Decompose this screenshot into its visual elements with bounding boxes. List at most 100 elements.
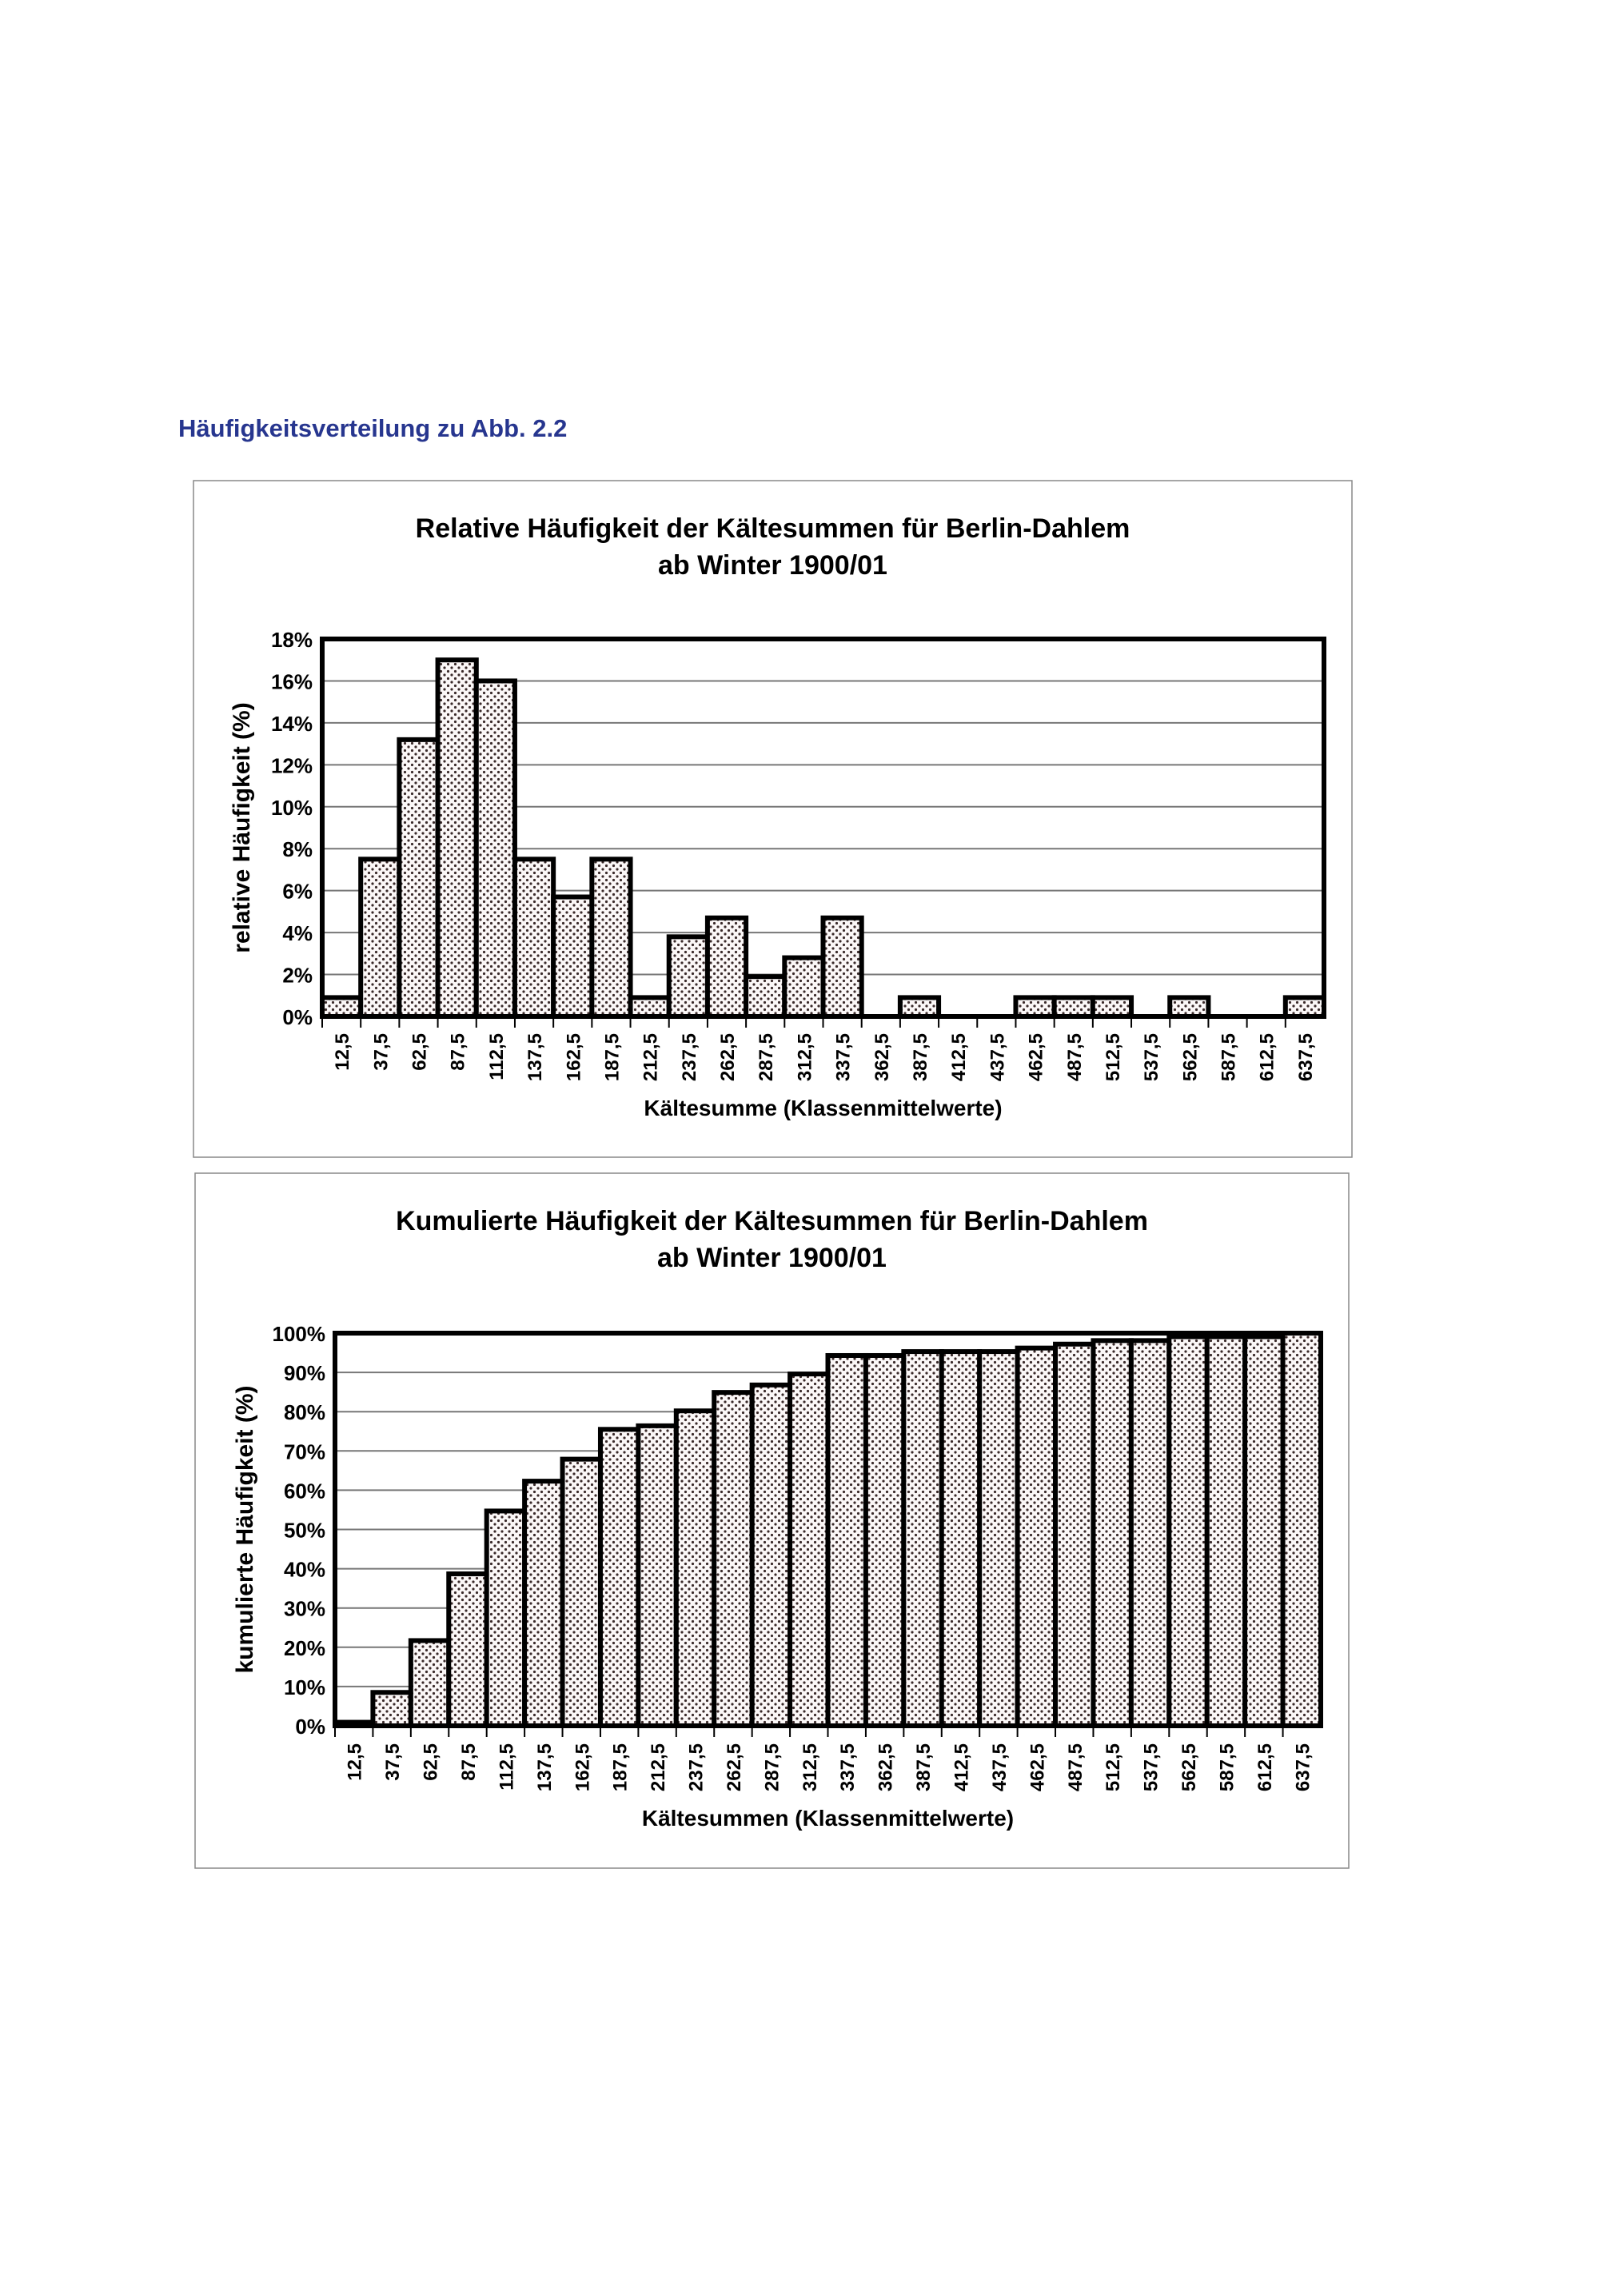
bar xyxy=(1051,995,1095,1020)
y-tick-label: 30% xyxy=(284,1597,325,1621)
x-tick-label: 87,5 xyxy=(458,1743,480,1781)
x-tick-label: 112,5 xyxy=(486,1033,508,1080)
y-tick-label: 50% xyxy=(284,1519,325,1543)
x-tick-label: 12,5 xyxy=(332,1033,353,1071)
x-tick-label: 237,5 xyxy=(679,1033,700,1081)
x-tick-label: 87,5 xyxy=(448,1033,469,1071)
x-axis-title: Kältesummen (Klassenmittelwerte) xyxy=(642,1806,1014,1831)
bar xyxy=(1167,995,1211,1020)
y-tick-label: 4% xyxy=(282,921,313,945)
x-tick-label: 562,5 xyxy=(1178,1743,1200,1791)
bar xyxy=(1090,995,1134,1020)
plot-area-border xyxy=(320,637,1326,1019)
x-tick-label: 37,5 xyxy=(382,1743,404,1781)
y-tick-label: 2% xyxy=(282,964,313,988)
bar xyxy=(1282,995,1327,1020)
x-tick-label: 262,5 xyxy=(724,1743,745,1791)
x-tick-label: 612,5 xyxy=(1257,1033,1278,1081)
bar xyxy=(1128,1338,1172,1728)
chart-1: Relative Häufigkeit der Kältesummen für … xyxy=(193,480,1353,1158)
x-tick-label: 337,5 xyxy=(833,1033,855,1081)
chart-frame xyxy=(193,480,1353,1158)
y-axis-title: kumulierte Häufigkeit (%) xyxy=(232,1385,258,1673)
bar xyxy=(512,857,556,1020)
bar xyxy=(397,737,441,1019)
bar xyxy=(1166,1334,1210,1728)
bar xyxy=(1053,1341,1096,1729)
x-tick-label: 212,5 xyxy=(648,1743,669,1791)
bar xyxy=(560,1456,603,1728)
x-tick-label: 437,5 xyxy=(987,1033,1008,1081)
bar xyxy=(1015,1345,1059,1728)
x-tick-label: 162,5 xyxy=(563,1033,584,1081)
x-tick-label: 462,5 xyxy=(1027,1743,1048,1791)
bar xyxy=(1091,1338,1134,1728)
bar xyxy=(435,657,479,1019)
x-tick-label: 437,5 xyxy=(989,1743,1011,1791)
x-tick-label: 462,5 xyxy=(1026,1033,1047,1081)
x-tick-label: 362,5 xyxy=(875,1743,897,1791)
x-tick-label: 387,5 xyxy=(910,1033,931,1081)
bar xyxy=(1242,1334,1286,1728)
y-tick-label: 80% xyxy=(284,1400,325,1424)
x-tick-label: 412,5 xyxy=(948,1033,970,1081)
bar xyxy=(666,934,710,1020)
bar xyxy=(744,974,788,1019)
bar xyxy=(1204,1334,1248,1728)
chart-title: ab Winter 1900/01 xyxy=(658,550,887,581)
x-tick-label: 487,5 xyxy=(1065,1743,1087,1791)
bar xyxy=(897,995,942,1020)
bar xyxy=(820,915,864,1020)
bar xyxy=(589,857,633,1020)
bar xyxy=(673,1408,717,1729)
x-tick-label: 512,5 xyxy=(1103,1033,1124,1081)
y-tick-label: 90% xyxy=(284,1361,325,1385)
bar xyxy=(320,995,364,1020)
x-tick-label: 487,5 xyxy=(1064,1033,1086,1081)
x-tick-label: 312,5 xyxy=(800,1743,821,1791)
y-tick-label: 20% xyxy=(284,1636,325,1660)
bar xyxy=(370,1690,413,1728)
bar xyxy=(551,894,595,1019)
x-tick-label: 537,5 xyxy=(1141,1743,1162,1791)
bar xyxy=(788,1372,831,1728)
bar xyxy=(358,857,402,1020)
x-tick-label: 612,5 xyxy=(1254,1743,1276,1791)
bar xyxy=(446,1571,489,1729)
x-tick-label: 162,5 xyxy=(572,1743,593,1791)
bar xyxy=(522,1479,565,1729)
x-tick-label: 387,5 xyxy=(913,1743,935,1791)
chart-title: Relative Häufigkeit der Kältesummen für … xyxy=(416,513,1130,544)
page-heading: Häufigkeitsverteilung zu Abb. 2.2 xyxy=(178,414,568,442)
chart-title: ab Winter 1900/01 xyxy=(657,1243,887,1273)
bar xyxy=(704,915,749,1020)
y-tick-label: 10% xyxy=(271,796,313,820)
bar xyxy=(484,1508,528,1728)
x-tick-label: 237,5 xyxy=(686,1743,708,1791)
bar xyxy=(1280,1331,1323,1728)
x-axis-title: Kältesumme (Klassenmittelwerte) xyxy=(644,1096,1002,1120)
x-tick-label: 287,5 xyxy=(756,1033,777,1081)
bar xyxy=(863,1352,907,1729)
x-tick-label: 262,5 xyxy=(717,1033,739,1081)
bar xyxy=(939,1349,983,1729)
x-tick-label: 637,5 xyxy=(1295,1033,1317,1081)
x-tick-label: 187,5 xyxy=(601,1033,623,1081)
x-tick-label: 137,5 xyxy=(524,1033,546,1081)
chart-2: Kumulierte Häufigkeit der Kältesummen fü… xyxy=(194,1172,1350,1869)
plot-area-border xyxy=(333,1331,1323,1728)
bar xyxy=(825,1352,868,1729)
bar xyxy=(901,1349,944,1729)
bar xyxy=(749,1382,793,1728)
y-tick-label: 18% xyxy=(271,628,313,652)
y-tick-label: 10% xyxy=(284,1675,325,1699)
x-tick-label: 562,5 xyxy=(1179,1033,1201,1081)
x-tick-label: 137,5 xyxy=(534,1743,556,1791)
x-tick-label: 62,5 xyxy=(409,1033,430,1071)
bar xyxy=(782,955,826,1019)
bar xyxy=(408,1638,452,1728)
y-tick-label: 8% xyxy=(282,837,313,861)
x-tick-label: 412,5 xyxy=(951,1743,972,1791)
y-tick-label: 40% xyxy=(284,1558,325,1582)
